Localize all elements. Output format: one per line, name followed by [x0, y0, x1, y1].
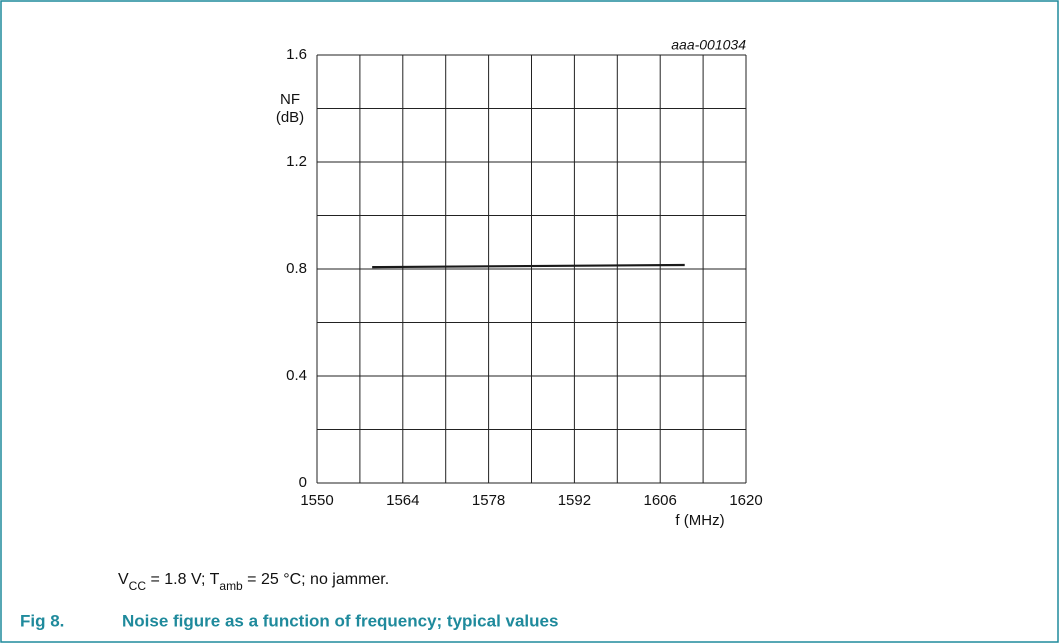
x-tick-label: 1564	[386, 492, 419, 509]
x-axis-label: f (MHz)	[675, 512, 724, 529]
y-tick-label: 0	[299, 474, 307, 491]
x-tick-label: 1620	[729, 492, 762, 509]
x-tick-label: 1606	[644, 492, 677, 509]
y-tick-label: 1.6	[286, 46, 307, 63]
y-tick-label: 0.4	[286, 367, 307, 384]
data-line	[372, 263, 685, 269]
note-part: = 25 °C; no jammer.	[243, 571, 389, 588]
note-part: V	[118, 571, 129, 588]
figure-title: Noise figure as a function of frequency;…	[122, 611, 558, 630]
note-part: amb	[219, 579, 243, 593]
figure-label: Fig 8.	[20, 611, 64, 630]
x-tick-label: 1592	[558, 492, 591, 509]
y-tick-label: 1.2	[286, 153, 307, 170]
y-tick-label: 0.8	[286, 260, 307, 277]
note: VCC = 1.8 V; Tamb = 25 °C; no jammer.	[118, 571, 389, 593]
note-part: = 1.8 V; T	[146, 571, 220, 588]
y-axis-label: (dB)	[276, 109, 304, 126]
x-tick-label: 1578	[472, 492, 505, 509]
annotation: aaa-001034	[671, 37, 746, 53]
y-axis-label: NF	[280, 91, 300, 108]
x-tick-label: 1550	[300, 492, 333, 509]
note-part: CC	[129, 579, 147, 593]
